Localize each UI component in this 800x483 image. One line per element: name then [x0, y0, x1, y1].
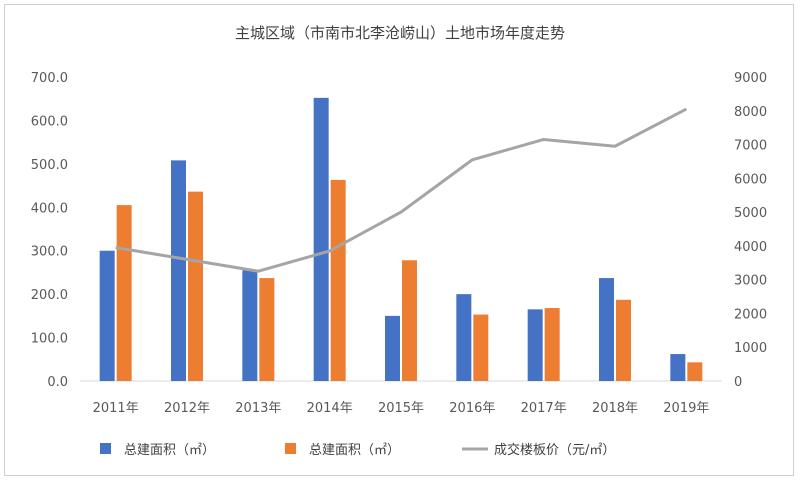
bar-blue: [99, 250, 115, 381]
bar-blue: [242, 270, 258, 381]
bar-orange: [330, 179, 346, 381]
legend-label: 成交楼板价（元/㎡）: [494, 442, 615, 458]
legend: 总建面积（㎡） 总建面积（㎡） 成交楼板价（元/㎡）: [100, 442, 615, 458]
y-tick-left: 100.0: [31, 332, 68, 347]
bar-orange: [687, 362, 703, 381]
y-tick-left: 200.0: [31, 288, 68, 303]
chart-frame: [4, 4, 794, 476]
y-tick-right: 4000: [734, 240, 767, 255]
y-tick-right: 2000: [734, 307, 767, 322]
y-tick-right: 5000: [734, 206, 767, 221]
y-tick-left: 500.0: [31, 158, 68, 173]
legend-label: 总建面积（㎡）: [309, 443, 400, 458]
bar-blue: [527, 309, 543, 381]
x-tick: 2019年: [663, 401, 709, 416]
bar-orange: [259, 278, 275, 381]
y-tick-left: 700.0: [31, 71, 68, 86]
x-tick: 2014年: [307, 401, 353, 416]
bar-orange: [402, 260, 417, 381]
legend-swatch: [100, 443, 111, 454]
y-tick-left: 400.0: [31, 201, 68, 216]
y-tick-right: 1000: [734, 341, 767, 356]
bar-blue: [456, 294, 472, 381]
y-tick-right: 3000: [734, 274, 767, 289]
x-tick: 2015年: [378, 401, 424, 416]
y-tick-right: 8000: [734, 105, 767, 120]
chart-title: 主城区域（市南市北李沧崂山）土地市场年度走势: [235, 24, 565, 42]
bar-orange: [116, 205, 132, 381]
legend-swatch: [285, 443, 296, 454]
y-tick-right: 0: [734, 375, 742, 390]
x-axis: 2011年 2012年 2013年 2014年 2015年 2016年 2017年 2018年…: [80, 380, 722, 416]
bar-blue: [670, 354, 686, 381]
y-tick-right: 7000: [734, 139, 767, 154]
y-tick-left: 600.0: [31, 114, 68, 129]
y-axis-left: 0.0 100.0 200.0 300.0 400.0 500.0 600.0 700.0: [31, 71, 68, 390]
price-line: [115, 107, 688, 273]
bars: [99, 97, 703, 382]
x-tick: 2012年: [164, 401, 210, 416]
bar-blue: [171, 160, 186, 381]
y-axis-right: 0 1000 2000 3000 4000 5000 6000 7000 8000 9000: [734, 71, 767, 390]
bar-blue: [385, 315, 400, 381]
legend-label: 总建面积（㎡）: [124, 443, 215, 458]
y-tick-left: 300.0: [31, 245, 68, 260]
x-tick: 2016年: [449, 401, 495, 416]
bar-orange: [473, 314, 489, 381]
y-tick-right: 9000: [734, 71, 767, 86]
x-tick: 2017年: [521, 401, 567, 416]
x-tick: 2018年: [592, 401, 638, 416]
bar-orange: [616, 299, 631, 381]
bar-orange: [188, 191, 203, 381]
price-line-path: [115, 107, 688, 273]
y-tick-left: 0.0: [47, 375, 68, 390]
x-tick: 2013年: [235, 401, 281, 416]
bar-blue: [599, 278, 614, 381]
bar-blue: [313, 97, 329, 382]
y-tick-right: 6000: [734, 172, 767, 187]
x-tick: 2011年: [93, 401, 139, 416]
bar-orange: [544, 308, 560, 381]
